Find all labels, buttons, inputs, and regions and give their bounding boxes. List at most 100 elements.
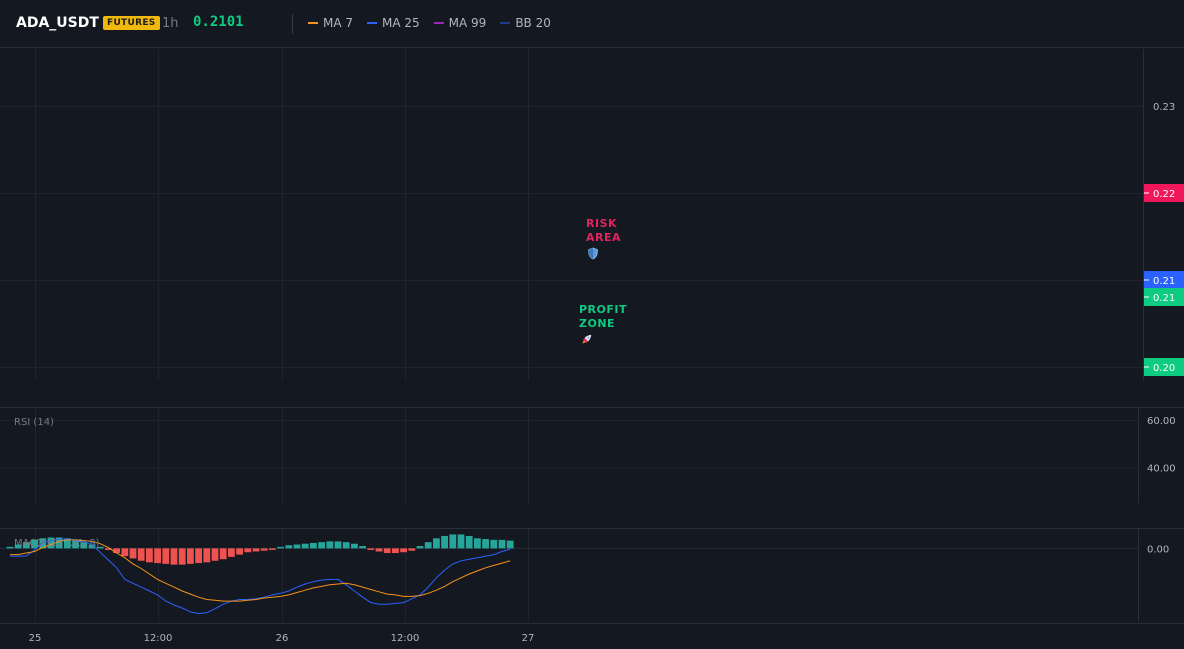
macd-hist-bar [293, 544, 301, 549]
macd-hist-bar [318, 542, 325, 549]
macd-hist-bar [47, 537, 55, 549]
macd-hist-bar [359, 546, 366, 549]
rsi-axis: 60.00 40.00 [1147, 416, 1176, 475]
macd-hist-bar [441, 535, 448, 549]
price-tag-bg [1144, 184, 1184, 202]
macd-hist-bar [178, 548, 186, 565]
macd-signal-line [10, 539, 511, 602]
rocket-icon [582, 334, 592, 344]
rsi-tick-label: 40.00 [1147, 463, 1176, 474]
price-tag-bg [1144, 288, 1184, 306]
rsi-grid [0, 408, 1138, 503]
time-tick-label: 26 [276, 633, 289, 644]
price-tags: 0.22 0.21 0.21 0.20 [1144, 184, 1184, 376]
macd-hist-bar [219, 548, 227, 560]
macd-hist-bar [39, 538, 47, 549]
price-tag-bg [1144, 358, 1184, 376]
time-axis: 25 12:00 26 12:00 27 [29, 633, 535, 644]
legend-label: MA 99 [448, 16, 487, 30]
time-tick-label: 27 [522, 633, 535, 644]
price-panel[interactable]: 0.23 0.22 0.21 0.20 0.22 0.21 0.21 0.20 RISK A… [0, 49, 1184, 380]
macd-hist-bar [433, 538, 440, 549]
price-grid [0, 49, 1143, 380]
macd-hist-bar [88, 544, 96, 549]
legend-swatch [500, 22, 511, 24]
macd-hist-bar [367, 548, 375, 550]
legend-bb20[interactable]: BB 20 [500, 16, 551, 30]
macd-hist-bar [244, 548, 252, 553]
macd-hist-bar [301, 543, 309, 549]
macd-hist-bar [269, 548, 276, 550]
legend-swatch [367, 22, 378, 24]
indicator-legend: MA 7 MA 25 MA 99 BB 20 [308, 16, 551, 30]
legend-swatch [308, 22, 318, 24]
legend-ma25[interactable]: MA 25 [367, 16, 420, 30]
symbol-name[interactable]: ADA_USDT [16, 15, 99, 31]
macd-hist-bar [260, 548, 268, 551]
profit-zone-label: PROFIT [579, 303, 627, 316]
rsi-panel[interactable]: RSI (14) 60.00 40.00 [0, 408, 1176, 503]
macd-hist-bar [236, 548, 243, 555]
price-tag-bg [1144, 271, 1184, 289]
last-price: 0.2101 [193, 14, 244, 30]
macd-hist-bar [55, 537, 63, 549]
macd-hist-bar [23, 542, 30, 549]
price-tag-label: 0.22 [1153, 189, 1175, 200]
macd-hist-bar [80, 542, 88, 549]
macd-hist-bar [228, 548, 235, 557]
macd-hist-bar [416, 546, 424, 549]
time-tick-label: 12:00 [391, 633, 420, 644]
macd-tick-label: 0.00 [1147, 544, 1169, 555]
macd-hist-bar [506, 540, 514, 549]
macd-hist-bar [72, 539, 79, 549]
futures-badge: FUTURES [103, 16, 160, 30]
macd-hist-bar [424, 542, 432, 549]
time-tick-label: 25 [29, 633, 42, 644]
interval-selector[interactable]: 1h [162, 16, 179, 31]
price-tag-label: 0.20 [1153, 363, 1175, 374]
chart-header: ADA_USDT FUTURES 1h 0.2101 MA 7 MA 25 MA… [0, 0, 1184, 48]
macd-hist-bar [375, 548, 383, 552]
macd-hist-bar [31, 539, 38, 549]
macd-hist-bar [490, 539, 498, 549]
macd-hist-bar [6, 546, 14, 549]
rsi-tick-label: 60.00 [1147, 416, 1176, 427]
macd-hist-bar [342, 542, 350, 549]
macd-hist-bar [310, 542, 317, 549]
legend-ma99[interactable]: MA 99 [433, 16, 487, 30]
rsi-title: RSI (14) [14, 417, 54, 428]
legend-swatch [433, 22, 444, 24]
macd-hist-bar [96, 546, 104, 549]
price-tag-label: 0.21 [1153, 293, 1175, 304]
macd-hist-bar [457, 534, 465, 549]
macd-line [10, 538, 511, 615]
macd-hist-bar [449, 534, 457, 549]
macd-hist-bar [170, 548, 178, 565]
macd-hist-bar [195, 548, 202, 564]
macd-hist-bar [474, 538, 481, 549]
shield-icon [588, 247, 598, 260]
macd-hist-bar [146, 548, 153, 563]
macd-hist-bar [154, 548, 161, 564]
macd-grid [0, 529, 1138, 622]
risk-area-label-2: AREA [586, 231, 621, 244]
macd-histogram [6, 534, 514, 565]
macd-hist-bar [14, 544, 22, 549]
macd-hist-bar [137, 548, 145, 561]
macd-title: MACD (12, 26, 9) [14, 538, 100, 549]
macd-panel[interactable]: MACD (12, 26, 9) 0.00 [0, 529, 1169, 622]
legend-ma7[interactable]: MA 7 [308, 16, 353, 30]
macd-hist-bar [211, 548, 219, 561]
price-tick-label: 0.23 [1153, 102, 1175, 113]
header-divider [292, 14, 293, 34]
macd-hist-bar [129, 548, 137, 559]
macd-hist-bar [252, 548, 260, 552]
macd-hist-bar [400, 548, 407, 553]
risk-area-label: RISK [586, 217, 617, 230]
macd-hist-bar [334, 541, 342, 549]
macd-hist-bar [383, 548, 391, 554]
macd-hist-bar [285, 545, 293, 549]
price-axis: 0.23 0.22 0.21 0.20 [1153, 102, 1175, 374]
macd-hist-bar [105, 548, 112, 550]
